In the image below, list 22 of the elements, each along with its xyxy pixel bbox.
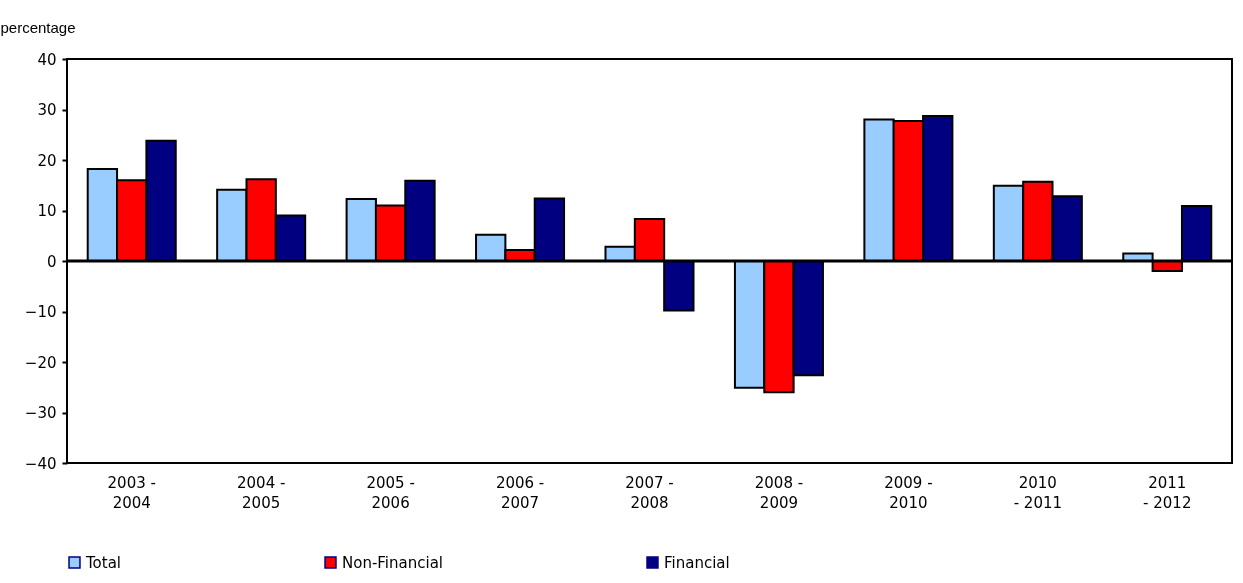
y-tick-label: 30	[37, 101, 57, 119]
x-tick-label: 2003 - 2004	[107, 473, 156, 512]
x-tick-label: 2011 - 2012	[1143, 473, 1192, 512]
x-tick-label: 2006 - 2007	[495, 473, 545, 512]
x-tick-label: 2005 - 2006	[366, 473, 415, 512]
y-tick-label: −20	[24, 353, 57, 372]
y-tick-label: −40	[24, 454, 57, 473]
x-tick-label: 2008 - 2009	[754, 473, 804, 512]
x-tick-label: 2009 - 2010	[884, 473, 933, 512]
y-tick-label: −10	[24, 303, 57, 321]
y-tick-label: −30	[24, 404, 57, 422]
y-tick-label: 10	[37, 202, 57, 220]
y-tick-label: 40	[37, 50, 57, 69]
legend-label: Financial	[664, 553, 730, 572]
y-tick-label: 20	[37, 151, 57, 170]
y-axis-title: percentage	[0, 18, 76, 36]
x-tick-label: 2010 - 2011	[1013, 473, 1063, 512]
x-tick-label: 2007 - 2008	[625, 473, 674, 512]
y-tick-label: 0	[46, 252, 57, 271]
legend-label: Total	[85, 553, 122, 572]
x-tick-label: 2004 - 2005	[236, 473, 286, 512]
legend-label: Non-Financial	[342, 553, 444, 572]
